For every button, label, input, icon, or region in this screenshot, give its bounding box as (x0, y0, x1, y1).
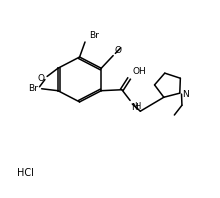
Text: O: O (114, 46, 121, 55)
Text: O: O (38, 74, 45, 83)
Text: HCl: HCl (16, 168, 33, 178)
Text: Br: Br (89, 31, 99, 40)
Text: N: N (182, 90, 189, 99)
Text: H: H (134, 102, 140, 111)
Text: OH: OH (133, 67, 147, 76)
Text: N: N (131, 103, 138, 112)
Text: Br: Br (29, 84, 38, 93)
